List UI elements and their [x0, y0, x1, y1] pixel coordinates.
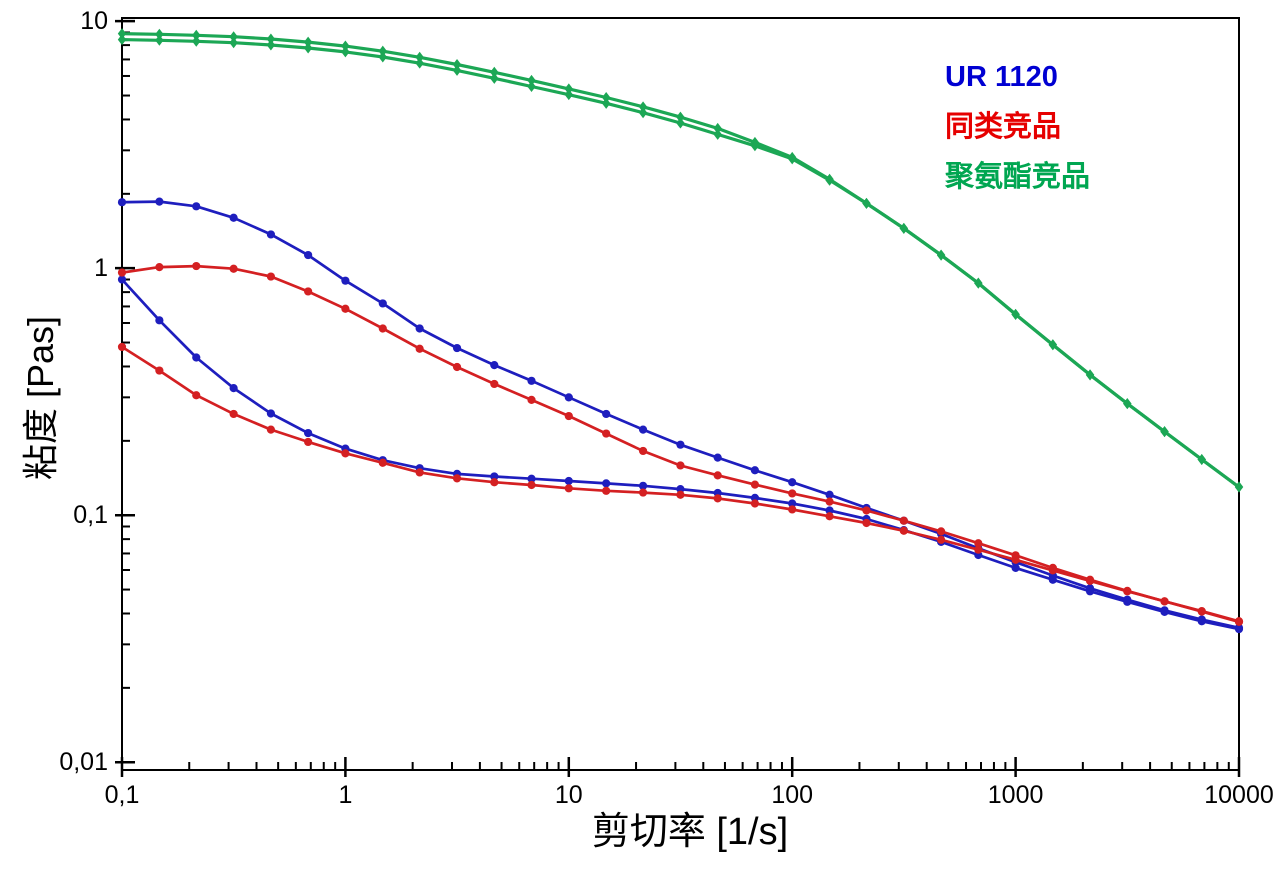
legend: UR 1120 同类竞品 聚氨酯竞品 [945, 60, 1090, 194]
legend-item-ur-1120: UR 1120 [945, 61, 1058, 93]
y-tick-label: 0,01 [59, 748, 108, 776]
axis-ticks [115, 19, 1241, 777]
legend-item-similar-competitor: 同类竞品 [945, 110, 1062, 143]
axis-tick-labels: 0,1 1 10 100 1000 10000 0,01 0,1 1 10 [59, 7, 1273, 809]
series-1-curve-1 [117, 342, 1244, 626]
x-tick-label: 10000 [1204, 781, 1274, 809]
x-tick-label: 10 [555, 781, 583, 809]
y-tick-label: 0,1 [73, 501, 108, 529]
plot-frame [121, 17, 1240, 771]
series-2-curve-1 [117, 34, 1244, 493]
x-axis-title: 剪切率 [1/s] [591, 811, 789, 853]
y-tick-label: 10 [80, 7, 108, 35]
legend-item-polyurethane-competitor: 聚氨酯竞品 [945, 160, 1091, 193]
x-tick-label: 1 [338, 781, 352, 809]
series-0-curve-0 [117, 197, 1244, 632]
y-axis-title: 粘度 [Pas] [20, 315, 61, 481]
y-tick-label: 1 [94, 254, 108, 282]
x-tick-label: 1000 [988, 781, 1044, 809]
x-tick-label: 100 [771, 781, 813, 809]
series-0-curve-1 [117, 275, 1244, 634]
x-tick-label: 0,1 [105, 781, 140, 809]
